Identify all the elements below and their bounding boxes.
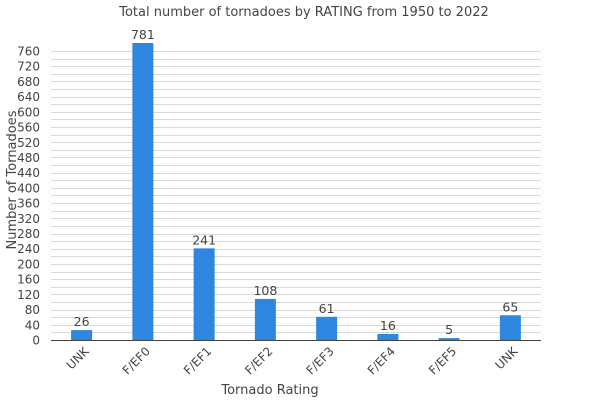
data-label: 65: [502, 299, 518, 314]
y-tick-label: 400: [17, 181, 40, 195]
data-label: 781: [131, 27, 155, 42]
data-label: 108: [253, 283, 277, 298]
data-label: 241: [192, 232, 216, 247]
y-axis-label: Number of Tornadoes: [5, 110, 20, 249]
y-tick-label: 160: [17, 273, 40, 287]
data-label: 5: [445, 322, 453, 337]
x-tick-label: F/EF5: [426, 344, 459, 377]
x-tick-label: UNK: [492, 343, 521, 372]
y-tick-label: 680: [17, 75, 40, 89]
chart-title: Total number of tornadoes by RATING from…: [118, 5, 489, 20]
x-tick-label: F/EF1: [181, 344, 214, 377]
y-tick-label: 480: [17, 151, 40, 165]
data-labels: 26 781 241 108 61 16 5 65: [74, 27, 519, 337]
x-tick-label: F/EF3: [303, 344, 336, 377]
y-tick-label: 280: [17, 227, 40, 241]
bar: [71, 330, 93, 340]
gridlines: [51, 51, 541, 333]
x-axis-label: Tornado Rating: [220, 383, 318, 398]
y-tick-label: 120: [17, 288, 40, 302]
bar: [132, 43, 154, 340]
data-label: 61: [319, 301, 335, 316]
y-tick-label: 560: [17, 121, 40, 135]
x-tick-label: UNK: [64, 343, 93, 372]
bar: [438, 338, 460, 340]
y-tick-label: 520: [17, 136, 40, 150]
y-tick-label: 760: [17, 44, 40, 58]
y-tick-label: 360: [17, 197, 40, 211]
data-label: 16: [380, 318, 396, 333]
bar: [499, 315, 521, 340]
data-label: 26: [74, 314, 90, 329]
bar: [254, 298, 276, 340]
y-tick-label: 600: [17, 105, 40, 119]
y-tick-label: 40: [25, 318, 40, 332]
bar: [377, 333, 399, 340]
y-tick-label: 720: [17, 60, 40, 74]
bar: [193, 248, 215, 340]
y-tick-label: 440: [17, 166, 40, 180]
y-tick-label: 0: [32, 334, 40, 348]
x-tick-label: F/EF2: [242, 344, 275, 377]
y-tick-label: 200: [17, 257, 40, 271]
x-tick-label: F/EF4: [365, 344, 398, 377]
y-tick-label: 80: [25, 303, 40, 317]
y-tick-label: 640: [17, 90, 40, 104]
x-axis-ticks: UNK F/EF0 F/EF1 F/EF2 F/EF3 F/EF4 F/EF5 UNK: [64, 343, 522, 377]
bars: [71, 43, 521, 340]
x-tick-label: F/EF0: [120, 344, 153, 377]
y-tick-label: 320: [17, 212, 40, 226]
bar: [316, 316, 338, 340]
y-tick-label: 240: [17, 242, 40, 256]
